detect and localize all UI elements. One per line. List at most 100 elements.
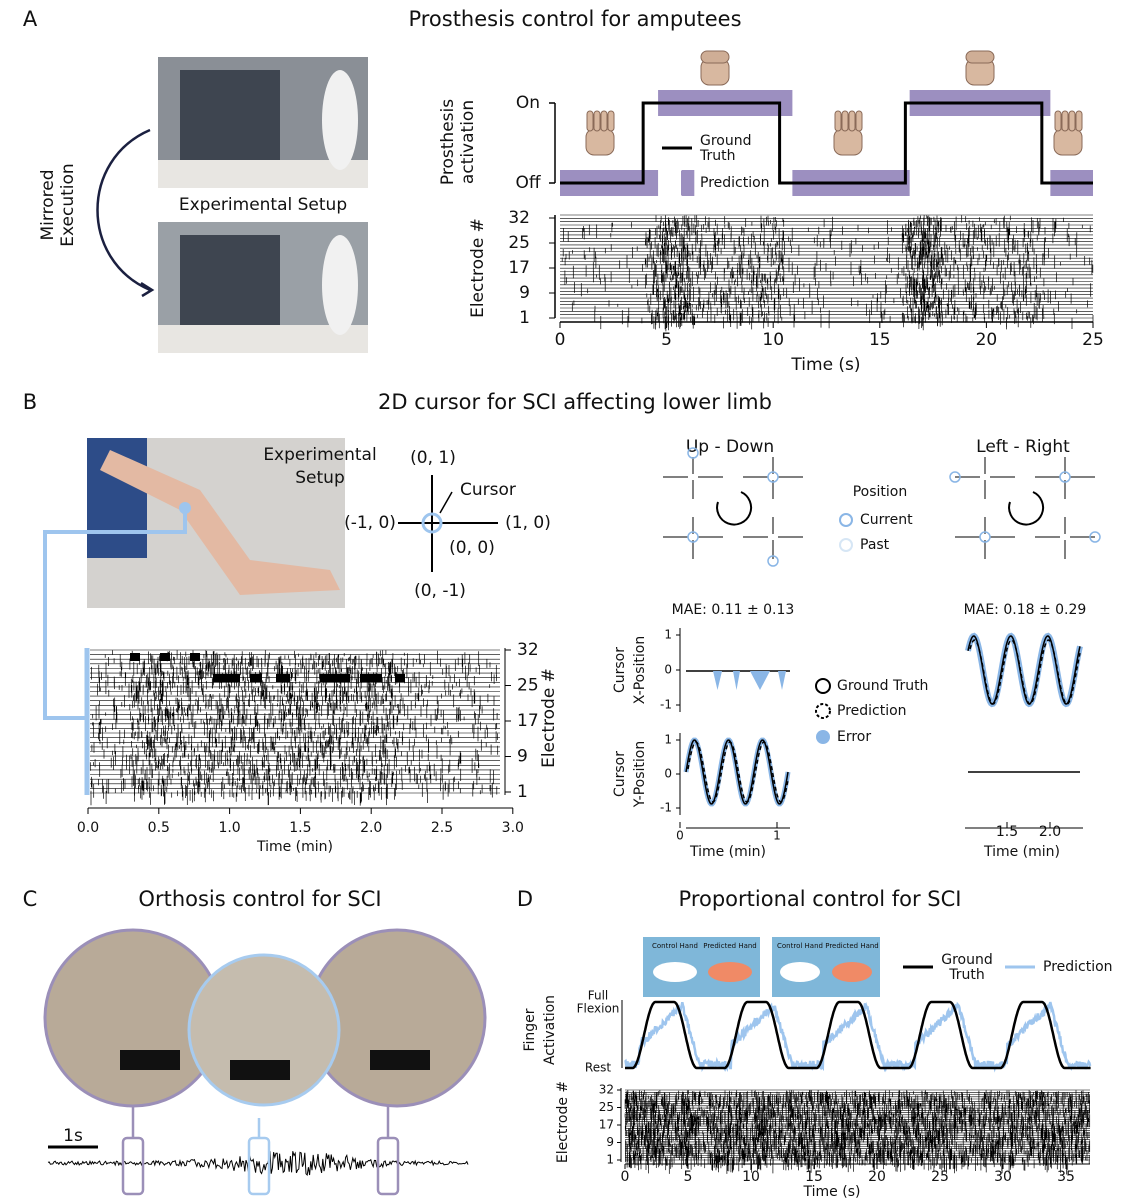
tick-label: 1.5 (996, 824, 1018, 840)
axis-label: Time (s) (803, 1184, 861, 1200)
legend-label: Ground (700, 133, 752, 149)
legend-label: Prediction (700, 175, 770, 191)
arrow-head (140, 281, 155, 298)
axis-label: Electrode # (539, 668, 559, 768)
legend-label: Truth (948, 967, 985, 983)
axis-label: Finger (522, 1008, 538, 1051)
axis-label: Electrode # (468, 218, 488, 318)
panel-title: Orthosis control for SCI (138, 887, 381, 911)
prosthetic-hand (322, 70, 358, 170)
screen-hand (708, 962, 752, 982)
label: Predicted Hand (825, 942, 879, 950)
scale-label: 1s (63, 1126, 83, 1146)
highlight-box (121, 1136, 145, 1196)
axis-label: Execution (58, 163, 78, 246)
finger (1075, 110, 1083, 132)
metric: MAE: 0.18 ± 0.29 (964, 602, 1087, 618)
legend-swatch (681, 171, 694, 195)
pointer (439, 491, 453, 514)
tick-label: 1.5 (289, 820, 311, 836)
rotation-arrow (716, 491, 753, 526)
tick-label: 0 (664, 663, 672, 677)
finger (600, 110, 608, 132)
photo-person (180, 235, 280, 335)
burst (320, 674, 350, 682)
hand-icon (585, 110, 615, 156)
tick-label: Rest (585, 1061, 611, 1075)
finger (834, 110, 842, 132)
label: Cursor (460, 480, 516, 500)
palm (1053, 128, 1083, 156)
tick-label: -1 (660, 801, 672, 815)
finger (848, 110, 856, 132)
label: (0, -1) (414, 581, 466, 601)
burst (213, 674, 240, 682)
cursor-marker (949, 471, 961, 483)
axis-label: Time (min) (983, 844, 1060, 860)
hand-icon (1053, 110, 1083, 156)
finger (1054, 110, 1062, 132)
photo-mat (370, 1050, 430, 1070)
tick-label: 3.0 (502, 820, 524, 836)
ground-truth (625, 1000, 1091, 1070)
tick-label: 5 (684, 1169, 693, 1185)
raster-spikes (89, 650, 499, 806)
legend-label: Ground Truth (837, 678, 928, 694)
tick-label: 1 (517, 782, 528, 802)
axis-label: Time (min) (256, 839, 333, 855)
tick-label: 9 (519, 283, 530, 303)
photo-mat (120, 1050, 180, 1070)
label: Experimental (263, 445, 376, 465)
burst (250, 674, 262, 682)
cursor-marker (767, 471, 779, 483)
legend-label: Past (860, 537, 890, 553)
tick-label: 1 (519, 308, 530, 328)
legend-label: Current (860, 512, 913, 528)
error-fill (713, 671, 722, 690)
error-fill (778, 671, 786, 690)
axis-label: Cursor (612, 647, 628, 693)
panel-label: B (23, 390, 37, 414)
trace (687, 741, 789, 803)
axis-label: Cursor (612, 751, 628, 797)
label: Control Hand (777, 942, 823, 950)
label: (0, 0) (449, 538, 495, 558)
label: (0, 1) (410, 448, 456, 468)
tick-label: 15 (869, 330, 891, 350)
label: Predicted Hand (703, 942, 757, 950)
panel-label: D (517, 887, 533, 911)
tick-label: 35 (1057, 1169, 1075, 1185)
tick-label: 0.0 (77, 820, 99, 836)
finger (593, 110, 601, 132)
tick-label: On (516, 93, 540, 113)
axis-label: Prosthesis (438, 99, 458, 185)
axis-label: Electrode # (555, 1081, 571, 1163)
cursor-marker (767, 555, 779, 567)
ground-truth (560, 101, 1093, 185)
subtitle: Left - Right (976, 437, 1070, 457)
finger (1068, 110, 1076, 132)
cursor-marker (687, 531, 699, 543)
tick-label: 30 (994, 1169, 1012, 1185)
legend-label: Prediction (837, 703, 907, 719)
legend-label: Ground (941, 952, 993, 968)
cursor (421, 512, 443, 534)
tick-label: 9 (517, 747, 528, 767)
tick-label: 17 (599, 1118, 614, 1132)
tick-label: 17 (508, 258, 530, 278)
legend-label: Error (837, 729, 871, 745)
burst (160, 653, 170, 661)
photo-mat (230, 1060, 290, 1080)
screen-hand (653, 962, 697, 982)
error-fill (750, 671, 770, 690)
tick-label: 10 (742, 1169, 760, 1185)
tick-label: 1 (664, 733, 672, 747)
tick-label: 0 (621, 1169, 630, 1185)
tick-label: 0 (676, 829, 684, 843)
tick-label: Full (588, 989, 609, 1003)
raster-spikes (624, 1090, 1091, 1175)
cursor-marker (1059, 471, 1071, 483)
finger (855, 110, 863, 132)
error-fill (733, 671, 740, 690)
